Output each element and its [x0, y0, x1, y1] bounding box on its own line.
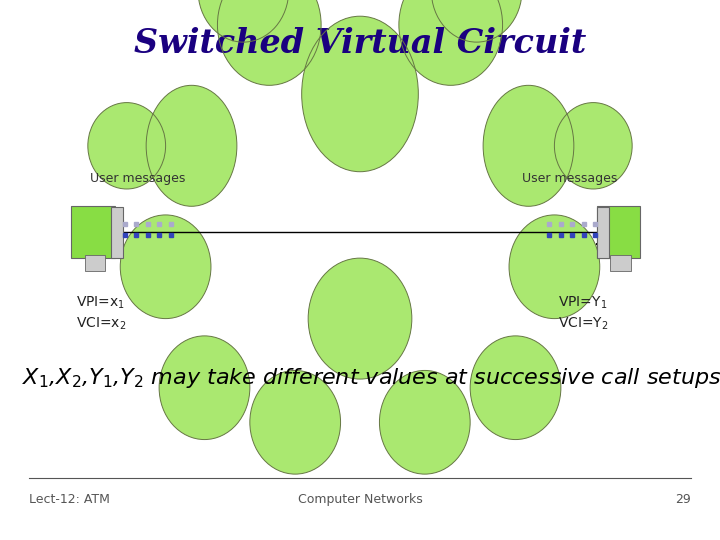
Text: $X_1$,$X_2$,$Y_1$,$Y_2$ may take different values at successive call setups.: $X_1$,$X_2$,$Y_1$,$Y_2$ may take differe…	[22, 366, 720, 390]
Text: VCI=Y$_2$: VCI=Y$_2$	[558, 316, 608, 332]
Ellipse shape	[250, 370, 341, 474]
Ellipse shape	[399, 0, 503, 85]
Text: User messages: User messages	[522, 172, 617, 185]
FancyBboxPatch shape	[85, 255, 106, 271]
FancyBboxPatch shape	[611, 255, 631, 271]
Text: VPI=x$_1$: VPI=x$_1$	[76, 294, 125, 310]
Ellipse shape	[483, 85, 574, 206]
FancyBboxPatch shape	[596, 206, 641, 258]
Text: Computer Networks: Computer Networks	[297, 493, 423, 506]
Ellipse shape	[88, 103, 166, 189]
Ellipse shape	[554, 103, 632, 189]
Text: User messages: User messages	[90, 172, 185, 185]
Text: 29: 29	[675, 493, 691, 506]
FancyBboxPatch shape	[598, 207, 609, 258]
FancyBboxPatch shape	[111, 207, 122, 258]
Ellipse shape	[509, 215, 600, 319]
Ellipse shape	[217, 0, 321, 85]
Text: VPI=Y$_1$: VPI=Y$_1$	[558, 294, 608, 310]
Ellipse shape	[308, 258, 412, 379]
Text: VCI=x$_2$: VCI=x$_2$	[76, 316, 126, 332]
Ellipse shape	[198, 0, 289, 42]
Ellipse shape	[470, 336, 561, 440]
Text: Lect-12: ATM: Lect-12: ATM	[29, 493, 109, 506]
Ellipse shape	[431, 0, 522, 42]
Ellipse shape	[379, 370, 470, 474]
Text: Switched Virtual Circuit: Switched Virtual Circuit	[134, 26, 586, 60]
FancyBboxPatch shape	[71, 206, 115, 258]
Ellipse shape	[302, 16, 418, 172]
Ellipse shape	[159, 336, 250, 440]
Ellipse shape	[146, 85, 237, 206]
Ellipse shape	[120, 215, 211, 319]
